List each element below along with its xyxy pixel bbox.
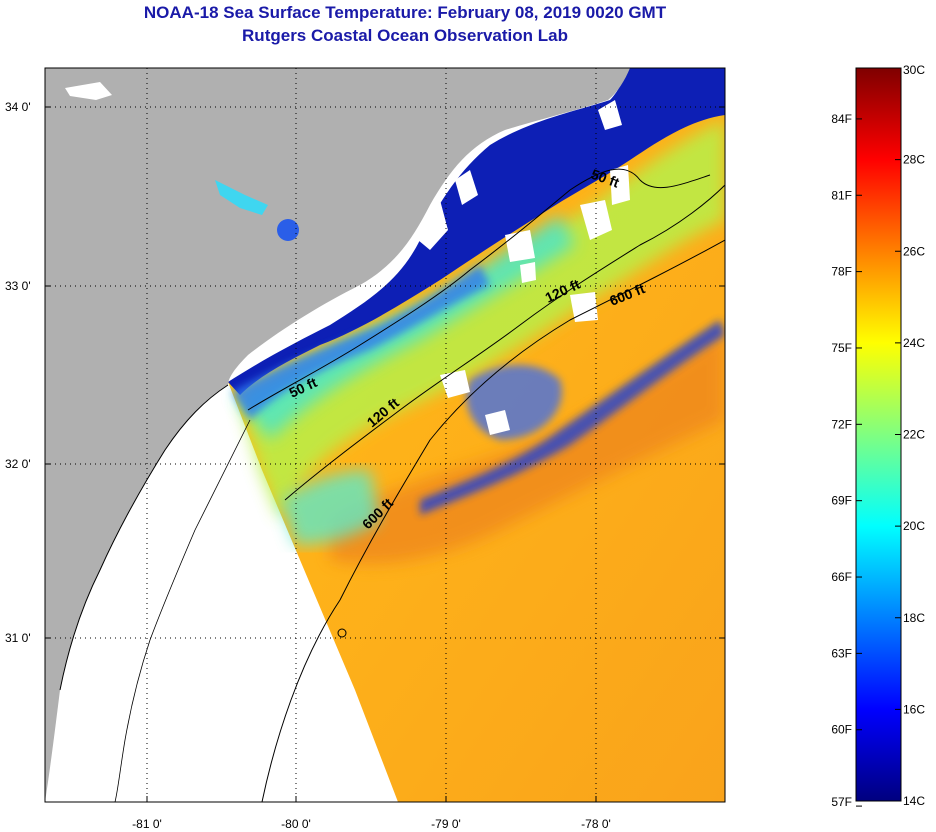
lat-label: 31 0': [5, 631, 31, 645]
colorbar-fahrenheit-label: 69F: [831, 494, 852, 508]
nearshore-cold-water: [228, 68, 725, 395]
colorbar-celsius-label: 26C: [903, 244, 925, 258]
nearshore-blue-band: [232, 265, 490, 420]
colorbar-celsius-label: 18C: [903, 611, 925, 625]
lat-label: 32 0': [5, 457, 31, 471]
colorbar-celsius-label: 30C: [903, 63, 925, 77]
land-mass: [45, 68, 630, 802]
colorbar-fahrenheit-label: 72F: [831, 417, 852, 431]
colorbar-fahrenheit-label: 84F: [831, 112, 852, 126]
map-subtitle: Rutgers Coastal Ocean Observation Lab: [242, 26, 568, 45]
lon-label: -80 0': [281, 817, 311, 831]
coastline: [59, 384, 229, 691]
colorbar-fahrenheit-label: 66F: [831, 570, 852, 584]
inland-lake: [277, 219, 299, 241]
colorbar-fahrenheit-label: 57F: [831, 795, 852, 809]
colorbar-celsius-label: 20C: [903, 519, 925, 533]
cold-filament: [420, 320, 725, 515]
graticule: [45, 68, 725, 802]
colorbar-celsius-label: 16C: [903, 702, 925, 716]
isobath-600ft: [261, 239, 725, 802]
inland-lake: [65, 82, 112, 100]
lon-label: -79 0': [431, 817, 461, 831]
colorbar-fahrenheit-label: 81F: [831, 188, 852, 202]
colorbar-celsius-label: 14C: [903, 794, 925, 808]
colorbar-celsius-label: 28C: [903, 153, 925, 167]
lat-label: 34 0': [5, 100, 31, 114]
colorbar-fahrenheit-label: 75F: [831, 341, 852, 355]
inland-lake: [215, 180, 268, 215]
colorbar-ticks: [856, 67, 901, 807]
isobath-50ft: [247, 168, 711, 411]
shelf-outline: [114, 419, 251, 802]
colorbar-celsius-label: 22C: [903, 428, 925, 442]
colorbar-fahrenheit-label: 63F: [831, 646, 852, 660]
isobath-ring: [337, 628, 347, 638]
isobath-120ft: [284, 184, 725, 501]
colorbar-fahrenheit-label: 78F: [831, 265, 852, 279]
lon-label: -78 0': [581, 817, 611, 831]
colorbar-celsius-label: 24C: [903, 336, 925, 350]
colorbar-fahrenheit-labels: 57F 60F 63F 66F 69F 72F 75F 78F 81F 84F: [831, 112, 852, 809]
colorbar-fahrenheit-label: 60F: [831, 723, 852, 737]
axis-ticks: [45, 106, 725, 802]
colorbar: [855, 67, 902, 802]
southern-shelf-cyan: [280, 470, 380, 545]
lat-label: 33 0': [5, 279, 31, 293]
colorbar-celsius-labels: 14C 16C 18C 20C 22C 24C 26C 28C 30C: [903, 63, 925, 808]
lon-label: -81 0': [132, 817, 162, 831]
plot-frame: [44, 67, 726, 803]
map-title: NOAA-18 Sea Surface Temperature: Februar…: [143, 3, 667, 22]
